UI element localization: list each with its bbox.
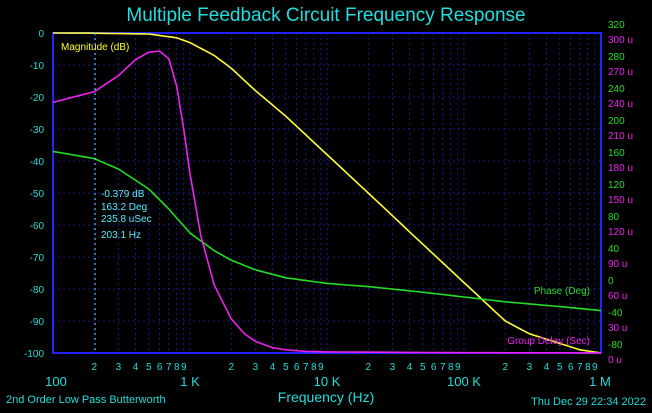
x-minor-label: 3 — [390, 362, 396, 373]
x-decade-label: 100 — [45, 374, 67, 389]
right-phase-tick-label: -80 — [608, 340, 623, 351]
x-minor-label: 6 — [157, 362, 163, 373]
plot-grid — [53, 33, 601, 353]
right-delay-tick-label: 30 u — [608, 323, 627, 334]
x-minor-label: 8 — [585, 362, 591, 373]
x-minor-label: 5 — [146, 362, 152, 373]
x-minor-label: 9 — [181, 362, 187, 373]
x-decade-label: 10 K — [314, 374, 341, 389]
right-phase-tick-label: 40 — [608, 244, 620, 255]
series-line-phase-deg- — [52, 150, 602, 312]
x-minor-label: 5 — [557, 362, 563, 373]
x-minor-label: 7 — [440, 362, 446, 373]
right-phase-tick-label: 160 — [608, 148, 625, 159]
right-phase-tick-label: 120 — [608, 180, 625, 191]
legend-group-delay: Group Delay (Sec) — [507, 336, 590, 347]
right-delay-tick-label: 240 u — [608, 99, 633, 110]
x-minor-label: 8 — [311, 362, 317, 373]
x-minor-label: 8 — [448, 362, 454, 373]
x-minor-label: 6 — [294, 362, 300, 373]
left-tick-label: -100 — [24, 349, 44, 360]
plot-frame — [52, 32, 602, 354]
legend-phase: Phase (Deg) — [534, 286, 590, 297]
right-delay-tick-label: 60 u — [608, 291, 627, 302]
x-minor-label: 5 — [420, 362, 426, 373]
x-minor-label: 4 — [133, 362, 139, 373]
readout-magnitude: -0.379 dB — [101, 189, 145, 200]
x-decade-label: 1 K — [180, 374, 200, 389]
right-delay-tick-label: 150 u — [608, 195, 633, 206]
left-tick-label: -70 — [30, 253, 45, 264]
left-tick-label: -80 — [30, 285, 45, 296]
left-tick-label: -50 — [30, 189, 45, 200]
x-minor-label: 4 — [270, 362, 276, 373]
right-phase-tick-label: 280 — [608, 52, 625, 63]
footer-timestamp: Thu Dec 29 22:34 2022 — [531, 396, 646, 408]
left-tick-label: -60 — [30, 221, 45, 232]
cursor-readout: -0.379 dB 163.2 Deg 235.8 uSec 203.1 Hz — [101, 189, 152, 241]
left-tick-label: -40 — [30, 157, 45, 168]
series-lines — [52, 32, 602, 354]
readout-phase: 163.2 Deg — [101, 202, 147, 213]
x-decade-label: 1 M — [589, 374, 611, 389]
x-minor-label: 7 — [577, 362, 583, 373]
x-minor-label: 9 — [318, 362, 324, 373]
left-tick-label: -90 — [30, 317, 45, 328]
left-tick-label: -20 — [30, 93, 45, 104]
right-delay-tick-label: 210 u — [608, 131, 633, 142]
left-tick-label: 0 — [38, 29, 44, 40]
left-tick-label: -10 — [30, 61, 45, 72]
x-decade-label: 100 K — [447, 374, 481, 389]
x-minor-label: 3 — [253, 362, 259, 373]
chart-title: Multiple Feedback Circuit Frequency Resp… — [126, 5, 525, 26]
right-axis-ticks: 320 280 240 200 160 120 80 40 0 -40 -80 300 u 270 u 2… — [608, 20, 633, 366]
x-minor-label: 2 — [91, 362, 97, 373]
x-minor-label: 8 — [174, 362, 180, 373]
x-minor-label: 9 — [455, 362, 461, 373]
x-axis-label: Frequency (Hz) — [278, 389, 374, 405]
right-phase-tick-label: 200 — [608, 116, 625, 127]
x-minor-label: 2 — [502, 362, 508, 373]
x-minor-label: 3 — [527, 362, 533, 373]
series-line-magnitude-db- — [53, 32, 602, 354]
right-delay-tick-label: 0 u — [608, 355, 622, 366]
x-minor-label: 2 — [228, 362, 234, 373]
x-minor-label: 4 — [407, 362, 413, 373]
right-delay-tick-label: 180 u — [608, 163, 633, 174]
x-minor-label: 6 — [568, 362, 574, 373]
right-phase-tick-label: 80 — [608, 212, 620, 223]
x-minor-label: 2 — [365, 362, 371, 373]
left-axis-ticks: 0 -10 -20 -30 -40 -50 -60 -70 -80 -90 -100 — [24, 29, 44, 360]
right-delay-tick-label: 120 u — [608, 227, 633, 238]
right-delay-tick-label: 90 u — [608, 259, 627, 270]
series-line-group-delay-sec- — [52, 50, 601, 354]
x-minor-label: 7 — [303, 362, 309, 373]
x-minor-label: 9 — [592, 362, 598, 373]
right-delay-tick-label: 270 u — [608, 67, 633, 78]
right-phase-tick-label: 320 — [608, 20, 625, 31]
left-tick-label: -30 — [30, 125, 45, 136]
readout-frequency: 203.1 Hz — [101, 230, 141, 241]
x-minor-label: 7 — [166, 362, 172, 373]
legend-magnitude: Magnitude (dB) — [61, 42, 129, 53]
x-minor-label: 5 — [283, 362, 289, 373]
footer-circuit-name: 2nd Order Low Pass Butterworth — [6, 394, 166, 406]
x-minor-label: 3 — [116, 362, 122, 373]
readout-delay: 235.8 uSec — [101, 214, 152, 225]
right-phase-tick-label: -40 — [608, 308, 623, 319]
x-minor-label: 6 — [431, 362, 437, 373]
x-minor-label: 4 — [544, 362, 550, 373]
right-phase-tick-label: 0 — [608, 276, 614, 287]
right-phase-tick-label: 240 — [608, 84, 625, 95]
right-delay-tick-label: 300 u — [608, 35, 633, 46]
